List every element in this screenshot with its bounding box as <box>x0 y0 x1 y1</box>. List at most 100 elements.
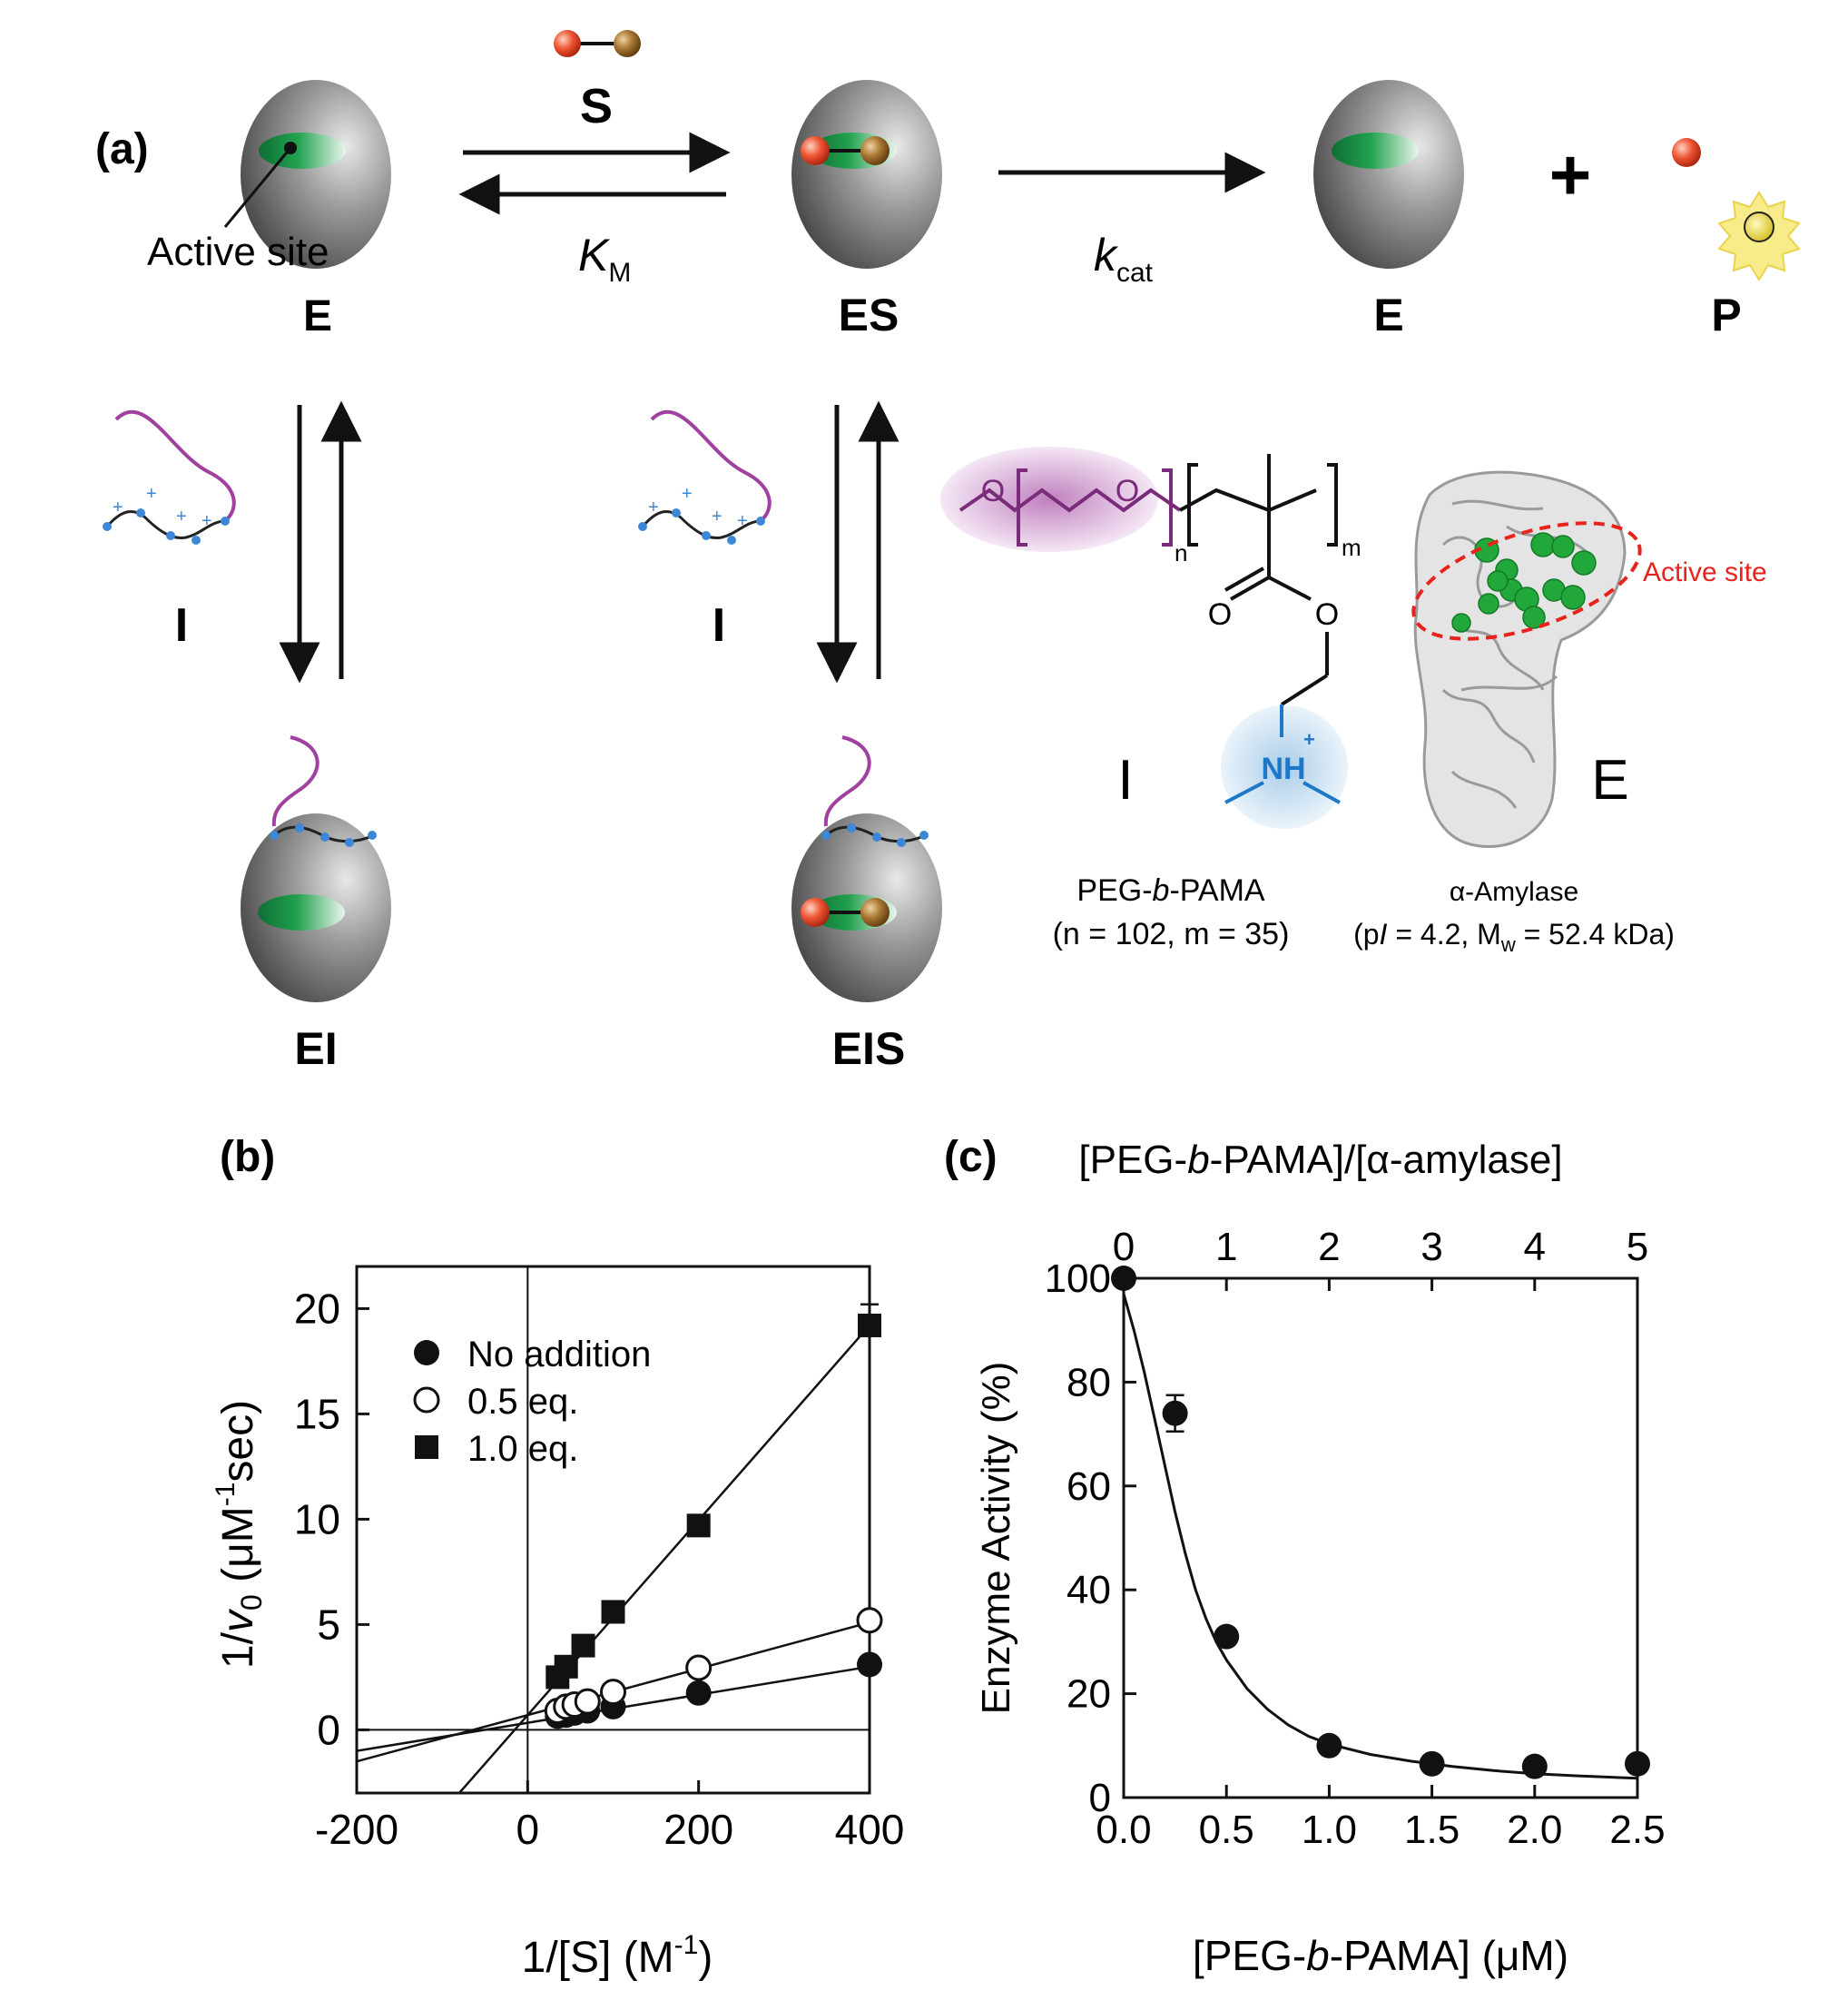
y-tick-label: 80 <box>1067 1360 1111 1404</box>
data-point-series-2 <box>571 1633 595 1658</box>
inhibitor-polymer-middle: + + + + <box>638 409 772 545</box>
panel-c-label: (c) <box>944 1133 998 1181</box>
plot-c-top-axis-label: [PEG-b-PAMA]/[α-amylase] <box>1078 1138 1562 1182</box>
plot-b-data-points <box>544 1303 883 1729</box>
plot-c-ticks: 0.0 0.5 1.0 1.5 2.0 2.5 0 1 2 3 4 5 0 20 40 60 80 100 <box>1045 1225 1666 1852</box>
data-point <box>1162 1400 1188 1426</box>
data-point-series-2 <box>554 1654 578 1679</box>
legend-marker-0 <box>414 1340 439 1365</box>
amine-charge: + <box>1303 728 1315 751</box>
svg-text:+: + <box>146 484 157 504</box>
inhibitor-label-middle: I <box>713 599 725 652</box>
legend-marker-2 <box>415 1435 438 1459</box>
plot-c-data-points <box>1111 1266 1650 1779</box>
x-tick-label: 0.0 <box>1096 1808 1151 1852</box>
state-e-left: E <box>303 292 332 340</box>
svg-text:+: + <box>176 507 187 527</box>
panel-b-lineweaver-burk-plot: (b) -200 0 200 400 0 5 10 15 20 No addition 0.5 e… <box>211 1133 904 1982</box>
y-tick-label: 10 <box>294 1495 340 1542</box>
y-tick-label: 0 <box>317 1706 340 1753</box>
legend-label-2: 1.0 eq. <box>467 1429 578 1469</box>
plot-b-x-axis-label: 1/[S] (M-1) <box>522 1930 713 1982</box>
plot-c-fit-curve <box>1122 1293 1638 1780</box>
panel-a-label: (a) <box>95 125 149 173</box>
data-point-series-1 <box>856 1607 883 1634</box>
data-point <box>1111 1266 1136 1291</box>
svg-text:+: + <box>737 511 748 531</box>
structure-i-label: I <box>1117 749 1133 812</box>
data-point-series-2 <box>686 1513 711 1538</box>
plot-c-y-axis-label: Enzyme Activity (%) <box>974 1362 1018 1715</box>
state-ei: EI <box>294 1023 337 1074</box>
y-tick-label: 5 <box>317 1601 340 1648</box>
x-tick-label: 2.0 <box>1507 1808 1562 1852</box>
data-point-series-1 <box>685 1654 713 1681</box>
m-subscript: m <box>1342 534 1361 561</box>
data-point <box>1521 1753 1548 1779</box>
legend-label-1: 0.5 eq. <box>467 1382 578 1422</box>
y-tick-label: 40 <box>1067 1568 1111 1612</box>
active-site-red-label: Active site <box>1643 557 1767 587</box>
substrate-label: S <box>580 79 613 133</box>
state-es: ES <box>839 290 899 340</box>
y-tick-label: 60 <box>1067 1464 1111 1509</box>
svg-text:+: + <box>712 507 722 527</box>
x-tick-label: 1.5 <box>1404 1808 1460 1852</box>
fit-line-series-2 <box>458 1325 870 1794</box>
enzyme-params: (pI = 4.2, Mw = 52.4 kDa) <box>1353 918 1675 956</box>
x-tick-label: -200 <box>315 1806 398 1853</box>
data-point <box>1316 1732 1342 1759</box>
top-x-tick-label: 4 <box>1524 1225 1546 1269</box>
data-point <box>1625 1750 1650 1777</box>
data-point-series-2 <box>601 1600 625 1624</box>
substrate-molecule <box>554 30 641 57</box>
plot-c-frame <box>1122 1276 1639 1799</box>
inhibitor-polymer-left: + + + + <box>103 409 236 545</box>
top-x-tick-label: 3 <box>1420 1225 1442 1269</box>
panel-a-scheme: (a) Active site E S KM ES <box>95 30 1801 1074</box>
y-tick-label: 100 <box>1045 1256 1111 1301</box>
n-subscript: n <box>1175 539 1187 567</box>
active-site-outline <box>1411 521 1642 641</box>
kcat-label: kcat <box>1094 230 1154 288</box>
x-tick-label: 2.5 <box>1609 1808 1665 1852</box>
oxygen-2: O <box>1116 474 1139 508</box>
x-tick-label: 200 <box>664 1806 733 1853</box>
data-point-series-1 <box>600 1679 626 1706</box>
data-point <box>1419 1750 1445 1777</box>
svg-text:+: + <box>682 484 693 504</box>
active-site-label: Active site <box>147 230 329 274</box>
data-point <box>1214 1623 1240 1650</box>
structure-e-label: E <box>1591 749 1628 812</box>
enzyme-es-complex <box>791 80 942 269</box>
inhibitor-label-left: I <box>175 599 188 652</box>
svg-text:+: + <box>648 498 659 517</box>
state-p: P <box>1711 290 1741 340</box>
top-x-tick-label: 5 <box>1627 1225 1648 1269</box>
data-point-series-0 <box>685 1680 712 1706</box>
top-x-tick-label: 0 <box>1113 1225 1135 1269</box>
product-molecules <box>1672 138 1801 281</box>
plot-b-frame <box>355 1265 871 1795</box>
polymer-params: (n = 102, m = 35) <box>1053 917 1290 951</box>
x-tick-label: 0 <box>516 1806 540 1853</box>
enzyme-e-left <box>223 80 391 269</box>
peg-b-pama-structure: O O n m O O NH + <box>940 447 1361 829</box>
state-e-right: E <box>1373 290 1403 340</box>
legend-marker-1 <box>413 1386 440 1414</box>
oxygen-1: O <box>981 474 1005 508</box>
top-x-tick-label: 2 <box>1318 1225 1340 1269</box>
enzyme-ei-complex <box>241 735 391 1002</box>
state-eis: EIS <box>832 1023 906 1074</box>
svg-text:+: + <box>113 498 123 517</box>
panel-b-label: (b) <box>220 1133 275 1181</box>
x-tick-label: 0.5 <box>1199 1808 1254 1852</box>
data-point-series-0 <box>857 1651 882 1678</box>
plot-b-ticks: -200 0 200 400 0 5 10 15 20 <box>294 1285 905 1853</box>
plus-sign: + <box>1549 134 1592 215</box>
ester-oxygen: O <box>1315 597 1339 632</box>
y-tick-label: 0 <box>1089 1776 1111 1820</box>
plot-b-zero-lines <box>357 1266 870 1793</box>
amine-group: NH <box>1261 752 1305 786</box>
